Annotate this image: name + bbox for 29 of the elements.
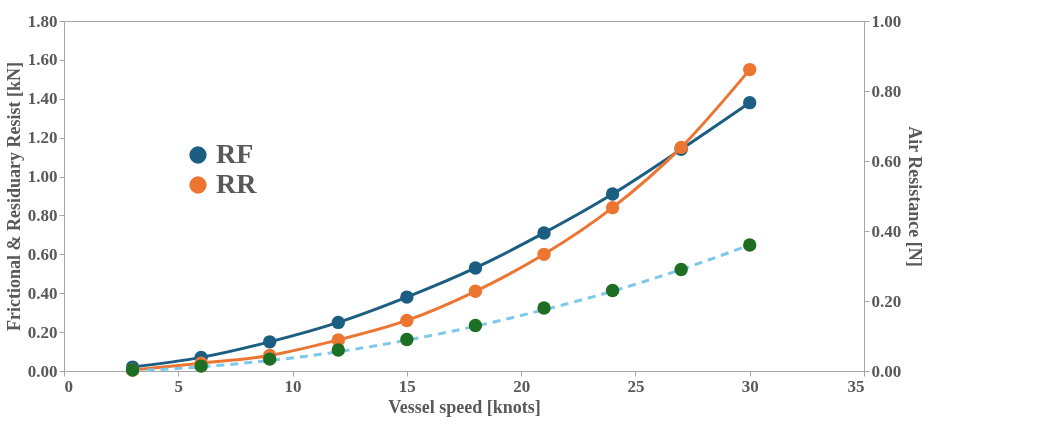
y2-tick-label: 0.40 — [871, 221, 902, 241]
y2-tick-label: 0.80 — [871, 81, 902, 101]
y-tick-label: 1.60 — [27, 50, 58, 70]
y2-tick-label: 1.00 — [871, 11, 902, 31]
legend-label: RF — [216, 138, 254, 169]
legend-label: RR — [216, 168, 258, 199]
x-tick-label: 35 — [847, 376, 865, 396]
y-tick-label: 0.60 — [27, 244, 58, 264]
y-tick-label: 0.80 — [27, 205, 58, 225]
x-tick-label: 15 — [398, 376, 416, 396]
x-tick-label: 20 — [513, 376, 531, 396]
y2-axis-title: Air Resistance [N] — [905, 126, 926, 267]
y-tick-label: 0.40 — [27, 283, 58, 303]
y-tick-label: 0.20 — [27, 322, 58, 342]
x-tick-label: 30 — [741, 376, 759, 396]
y-tick-label: 1.00 — [27, 167, 58, 187]
y-tick-label: 1.80 — [27, 11, 58, 31]
y2-tick-label: 0.60 — [871, 151, 902, 171]
x-tick-label: 25 — [627, 376, 645, 396]
x-tick-label: 5 — [174, 376, 184, 396]
y2-tick-label: 0.00 — [871, 361, 902, 381]
x-tick-label: 10 — [284, 376, 302, 396]
y2-tick-label: 0.20 — [871, 291, 902, 311]
y-tick-label: 1.40 — [27, 89, 58, 109]
x-tick-label: 0 — [64, 376, 73, 396]
y-tick-label: 0.00 — [27, 361, 58, 381]
x-axis-title: Vessel speed [knots] — [388, 396, 541, 417]
y-tick-label: 1.20 — [27, 128, 58, 148]
y-axis-title: Frictional & Residuary Resist [kN] — [3, 62, 24, 331]
